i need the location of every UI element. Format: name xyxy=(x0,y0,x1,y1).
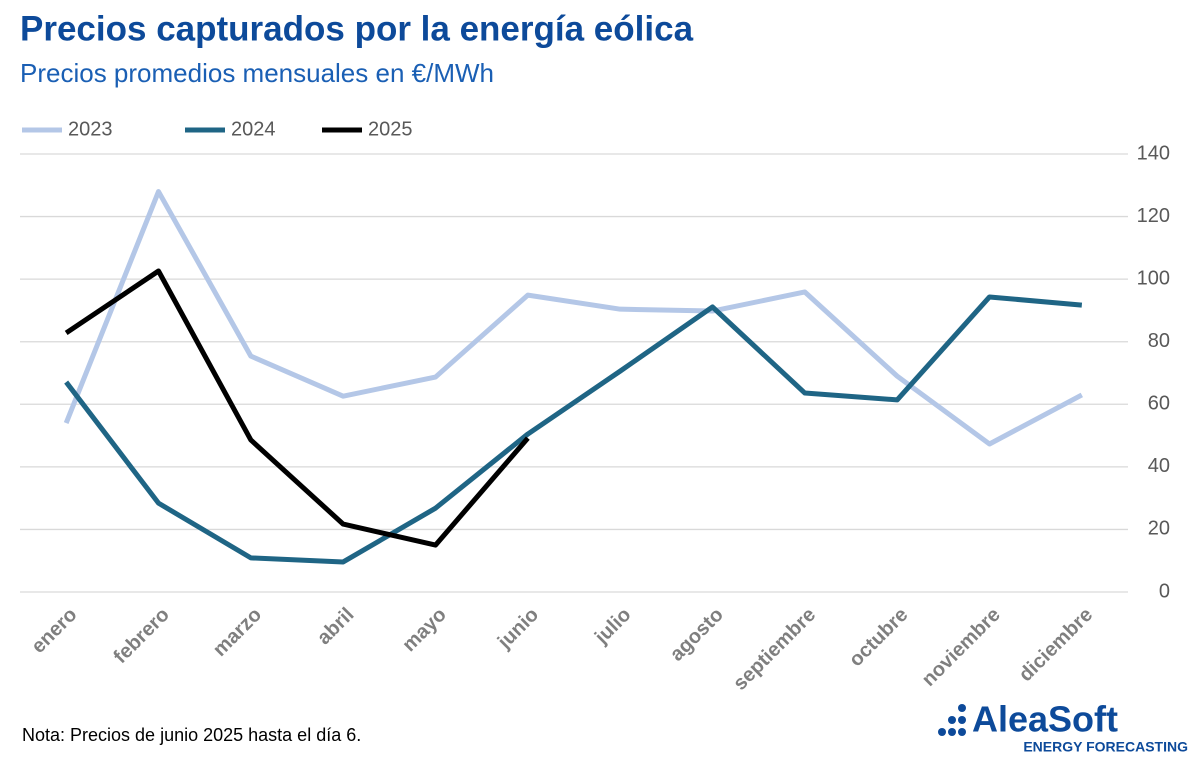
x-tick-label: marzo xyxy=(209,604,266,661)
y-tick-label: 20 xyxy=(1148,518,1170,540)
x-tick-label: septiembre xyxy=(729,604,820,695)
y-tick-label: 100 xyxy=(1137,267,1170,289)
legend-label: 2023 xyxy=(68,118,113,140)
y-tick-label: 120 xyxy=(1137,205,1170,227)
series-line xyxy=(63,189,1084,447)
chart-subtitle: Precios promedios mensuales en €/MWh xyxy=(20,58,494,88)
y-tick-label: 140 xyxy=(1137,142,1170,164)
logo-name: AleaSoft xyxy=(972,699,1118,740)
chart-title: Precios capturados por la energía eólica xyxy=(20,9,694,48)
note: Nota: Precios de junio 2025 hasta el día… xyxy=(22,725,361,745)
y-tick-label: 60 xyxy=(1148,393,1170,415)
y-tick-label: 80 xyxy=(1148,330,1170,352)
logo-tagline: ENERGY FORECASTING xyxy=(1023,739,1188,755)
y-tick-label: 40 xyxy=(1148,455,1170,477)
x-tick-label: abril xyxy=(313,604,358,649)
x-tick-label: diciembre xyxy=(1015,604,1097,686)
series-line xyxy=(64,268,530,548)
series-line xyxy=(64,294,1083,565)
legend-label: 2025 xyxy=(368,118,413,140)
x-tick-label: julio xyxy=(590,604,635,649)
x-tick-label: enero xyxy=(27,604,81,658)
x-tick-label: octubre xyxy=(845,604,912,671)
x-tick-label: febrero xyxy=(109,604,173,668)
y-tick-label: 0 xyxy=(1159,580,1170,602)
x-tick-label: noviembre xyxy=(918,604,1005,691)
x-tick-label: junio xyxy=(493,604,543,654)
legend-label: 2024 xyxy=(231,118,276,140)
x-tick-label: agosto xyxy=(666,604,728,666)
x-tick-label: mayo xyxy=(398,604,451,657)
logo-icon xyxy=(938,704,966,736)
